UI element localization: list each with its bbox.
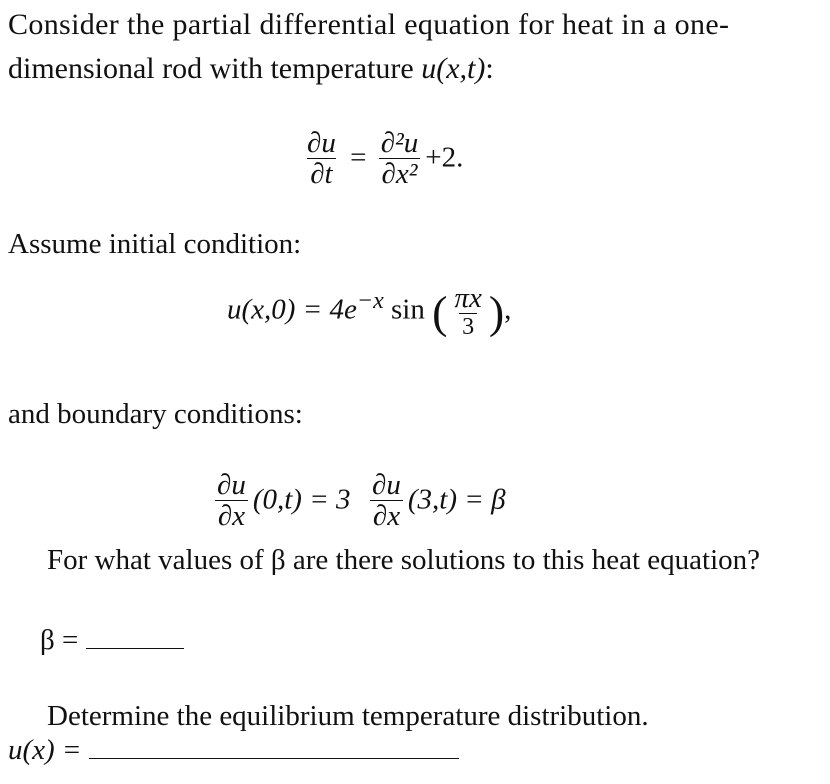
intro-text: dimensional rod with temperature (8, 52, 422, 85)
ic-numerator: πx (454, 282, 482, 314)
beta-label: β = (40, 624, 79, 656)
ic-exponent: −x (356, 287, 384, 314)
ux-label: u(x) = (8, 734, 82, 766)
initial-condition: u(x,0) = 4e−x sin (πx 3), (227, 282, 512, 341)
beta-answer-blank[interactable] (85, 648, 184, 649)
intro-colon: : (485, 52, 494, 85)
bc-left-denominator: ∂x (214, 500, 249, 533)
bc-right-denominator: ∂x (369, 500, 404, 533)
ic-lhs: u(x,0) = 4e (227, 293, 357, 326)
boundary-label: and boundary conditions: (8, 398, 303, 430)
pde-equation: ∂u ∂t = ∂²u ∂x² +2. (300, 128, 463, 191)
bc-right: (3,t) = β (407, 483, 506, 516)
question-equilibrium: Determine the equilibrium temperature di… (47, 700, 649, 732)
ic-sin: sin (383, 293, 425, 326)
pde-rhs-denominator: ∂x² (378, 158, 421, 191)
boundary-conditions: ∂u ∂x (0,t) = 3 ∂u ∂x (3,t) = β (210, 470, 506, 533)
beta-answer-row: β = (40, 624, 184, 657)
pde-lhs-numerator: ∂u (307, 127, 336, 159)
ic-comma: , (504, 293, 512, 326)
bc-left-numerator: ∂u (217, 469, 246, 501)
intro-line-1: Consider the partial differential equati… (8, 8, 730, 41)
initial-label: Assume initial condition: (8, 228, 302, 260)
pde-rhs-numerator: ∂²u (380, 127, 419, 159)
pde-equals: = (350, 141, 367, 174)
pde-rhs-tail: +2. (425, 141, 464, 174)
bc-left: (0,t) = 3 (252, 483, 351, 516)
ic-denominator: 3 (459, 313, 478, 340)
bc-right-numerator: ∂u (372, 469, 401, 501)
equilibrium-answer-blank[interactable] (88, 758, 459, 759)
question-beta: For what values of β are there solutions… (47, 544, 760, 576)
pde-lhs-denominator: ∂t (307, 158, 336, 191)
intro-variable: u(x,t) (421, 52, 486, 85)
intro-line-2: dimensional rod with temperature u(x,t): (8, 52, 494, 86)
equilibrium-answer-row: u(x) = (8, 734, 459, 767)
